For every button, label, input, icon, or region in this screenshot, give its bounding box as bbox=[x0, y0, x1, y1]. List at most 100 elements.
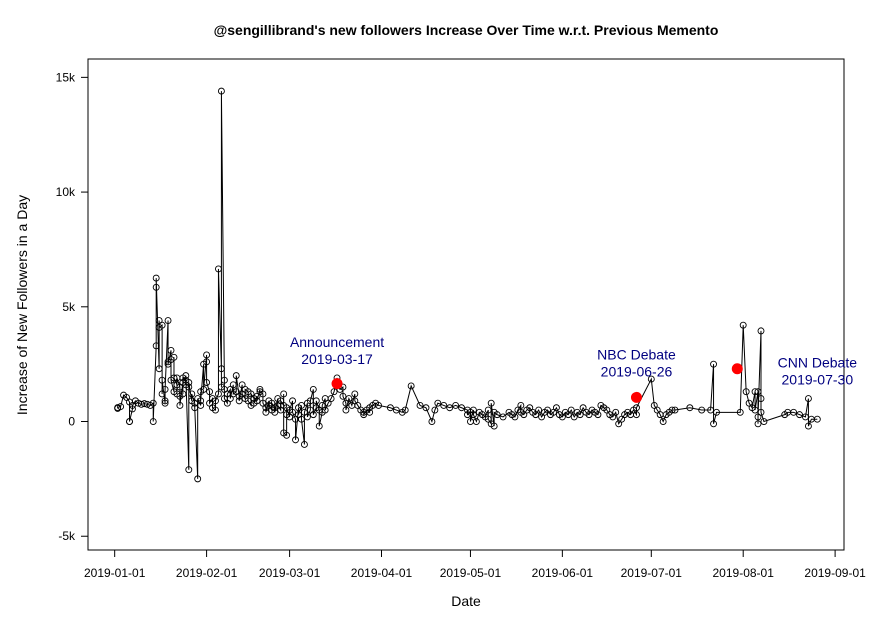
data-point bbox=[668, 406, 676, 414]
data-point bbox=[203, 358, 211, 366]
data-point bbox=[804, 422, 812, 430]
event-marker bbox=[731, 363, 743, 375]
data-point bbox=[802, 413, 809, 421]
data-point bbox=[751, 406, 759, 414]
data-point bbox=[633, 404, 640, 412]
annotation-line: NBC Debate bbox=[597, 347, 676, 363]
data-point bbox=[161, 399, 169, 407]
data-point bbox=[490, 422, 498, 430]
data-point bbox=[567, 406, 575, 414]
data-point bbox=[200, 385, 208, 393]
data-point bbox=[796, 411, 803, 419]
data-point bbox=[217, 365, 225, 373]
y-tick-label: -5k bbox=[58, 529, 76, 543]
data-point bbox=[280, 390, 288, 398]
x-axis: 2019-01-01 2019-02-01 2019-03-01 2019-04-01… bbox=[84, 549, 866, 580]
data-point bbox=[428, 418, 436, 425]
annotation-line: 2019-07-30 bbox=[782, 372, 854, 388]
annotation-label: NBC Debate 2019-06-26 bbox=[597, 347, 676, 380]
data-point bbox=[315, 422, 323, 430]
data-point bbox=[407, 382, 415, 390]
x-tick-label: 2019-03-01 bbox=[259, 566, 321, 580]
data-point bbox=[292, 436, 299, 444]
data-point bbox=[760, 418, 768, 425]
data-point bbox=[458, 404, 466, 412]
data-point bbox=[298, 402, 305, 409]
data-point bbox=[392, 406, 400, 414]
data-point bbox=[659, 418, 667, 425]
data-point bbox=[710, 420, 718, 428]
data-point bbox=[339, 392, 347, 400]
data-point bbox=[158, 376, 166, 384]
data-point bbox=[164, 317, 172, 325]
x-tick-label: 2019-08-01 bbox=[713, 566, 775, 580]
plot-area-frame bbox=[87, 58, 845, 551]
annotation-line: CNN Debate bbox=[778, 355, 858, 371]
data-point bbox=[152, 283, 160, 291]
data-point bbox=[309, 411, 317, 419]
data-point bbox=[416, 402, 424, 409]
data-point bbox=[152, 342, 160, 350]
data-point bbox=[751, 388, 759, 396]
data-point bbox=[158, 321, 166, 329]
highlight-markers bbox=[331, 363, 743, 403]
data-point bbox=[167, 346, 175, 354]
data-point bbox=[220, 376, 228, 384]
chart-title: @sengillibrand's new followers Increase … bbox=[214, 22, 719, 38]
data-point bbox=[152, 274, 160, 282]
data-point bbox=[736, 408, 744, 416]
data-point bbox=[401, 406, 409, 414]
data-point bbox=[487, 399, 495, 407]
x-tick-label: 2019-01-01 bbox=[84, 566, 146, 580]
data-point bbox=[191, 404, 199, 412]
x-tick-label: 2019-04-01 bbox=[351, 566, 413, 580]
data-point bbox=[217, 87, 225, 95]
data-point bbox=[330, 388, 338, 396]
data-point bbox=[289, 408, 297, 416]
data-point bbox=[289, 397, 297, 405]
data-point bbox=[342, 406, 350, 414]
data-point bbox=[214, 265, 222, 273]
data-point bbox=[140, 400, 148, 408]
data-point bbox=[440, 402, 448, 409]
data-point bbox=[161, 397, 169, 405]
data-point bbox=[452, 402, 460, 409]
y-axis: -5k 0 5k 10k 15k bbox=[56, 70, 89, 543]
data-point bbox=[386, 404, 394, 412]
x-tick-label: 2019-02-01 bbox=[176, 566, 238, 580]
data-point bbox=[375, 402, 382, 409]
data-point bbox=[804, 395, 812, 403]
data-point bbox=[176, 402, 184, 409]
data-point bbox=[262, 408, 270, 416]
x-tick-label: 2019-06-01 bbox=[532, 566, 594, 580]
data-point bbox=[647, 375, 655, 383]
data-point bbox=[633, 411, 640, 419]
data-point bbox=[300, 441, 308, 448]
data-point bbox=[203, 379, 211, 386]
annotations: Announcement 2019-03-17 NBC Debate 2019-06-… bbox=[290, 334, 857, 388]
data-point bbox=[757, 327, 765, 335]
data-point bbox=[790, 408, 798, 416]
data-point bbox=[754, 420, 762, 428]
data-point bbox=[232, 372, 240, 380]
data-point bbox=[345, 395, 353, 403]
data-point bbox=[197, 397, 205, 405]
data-point bbox=[188, 390, 196, 398]
data-point bbox=[185, 379, 193, 386]
data-point bbox=[312, 397, 320, 405]
data-point bbox=[114, 404, 122, 411]
data-point bbox=[283, 431, 291, 439]
data-point bbox=[303, 413, 311, 421]
y-tick-label: 5k bbox=[62, 300, 76, 314]
data-point bbox=[194, 475, 202, 483]
data-point bbox=[469, 411, 477, 419]
y-axis-title: Increase of New Followers in a Day bbox=[14, 195, 30, 415]
data-point bbox=[197, 402, 205, 409]
y-tick-label: 15k bbox=[56, 70, 76, 84]
event-marker bbox=[630, 391, 642, 403]
data-point bbox=[185, 466, 193, 474]
data-point bbox=[182, 372, 190, 380]
data-point bbox=[499, 413, 507, 421]
data-point bbox=[671, 406, 679, 414]
data-point bbox=[321, 406, 329, 414]
